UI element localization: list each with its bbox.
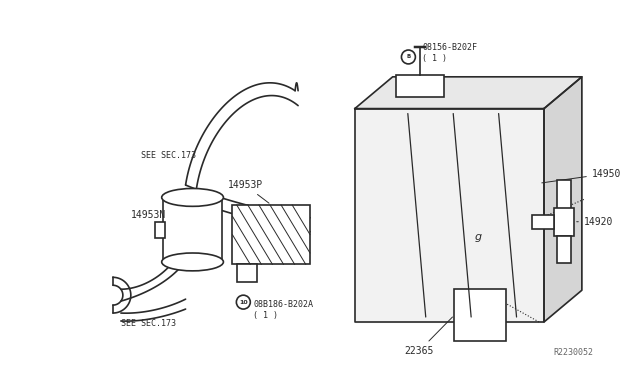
FancyBboxPatch shape xyxy=(163,198,223,262)
Text: R2230052: R2230052 xyxy=(554,348,594,357)
Text: 08156-B202F
( 1 ): 08156-B202F ( 1 ) xyxy=(422,43,477,63)
Text: 14920: 14920 xyxy=(577,217,613,227)
Text: 14950: 14950 xyxy=(542,169,621,183)
Circle shape xyxy=(236,295,250,309)
Text: 14953P: 14953P xyxy=(227,180,269,203)
FancyBboxPatch shape xyxy=(557,180,571,210)
FancyBboxPatch shape xyxy=(396,75,444,97)
Ellipse shape xyxy=(162,253,223,271)
Text: SEE SEC.173: SEE SEC.173 xyxy=(121,320,176,328)
Text: 22365: 22365 xyxy=(404,317,452,356)
FancyBboxPatch shape xyxy=(554,208,574,235)
Ellipse shape xyxy=(162,189,223,206)
Text: 08B186-B202A
( 1 ): 08B186-B202A ( 1 ) xyxy=(253,300,314,320)
Circle shape xyxy=(401,50,415,64)
Text: 14953N: 14953N xyxy=(131,210,166,228)
Polygon shape xyxy=(355,109,544,322)
Text: 10: 10 xyxy=(239,299,248,305)
FancyBboxPatch shape xyxy=(454,289,506,341)
Text: B: B xyxy=(406,54,410,60)
FancyBboxPatch shape xyxy=(557,235,571,263)
Text: SEE SEC.173: SEE SEC.173 xyxy=(141,151,196,160)
FancyBboxPatch shape xyxy=(155,222,164,238)
Polygon shape xyxy=(544,77,582,322)
Polygon shape xyxy=(355,77,582,109)
Text: g: g xyxy=(474,232,481,242)
FancyBboxPatch shape xyxy=(237,264,257,282)
FancyBboxPatch shape xyxy=(532,215,554,229)
FancyBboxPatch shape xyxy=(232,205,310,264)
